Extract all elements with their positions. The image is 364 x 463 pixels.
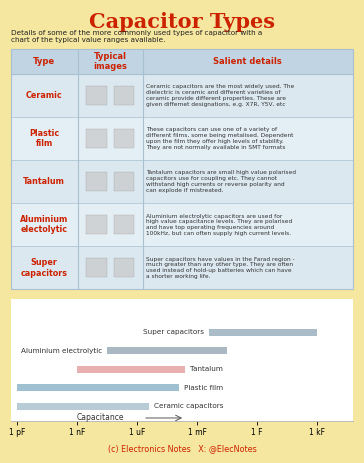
Bar [11, 49, 353, 74]
Bar [86, 258, 107, 277]
Bar [114, 258, 134, 277]
Text: Aluminium electrolytic capacitors are used for
high value capacitance levels. Th: Aluminium electrolytic capacitors are us… [146, 213, 292, 236]
Bar [114, 129, 134, 148]
Text: Plastic film: Plastic film [184, 385, 223, 391]
Bar [11, 160, 353, 203]
Text: Capacitor Types: Capacitor Types [89, 12, 275, 31]
Bar [86, 215, 107, 234]
Bar [17, 403, 149, 410]
Bar [86, 172, 107, 191]
Text: Details of some of the more commonly used types of capacitor with a
chart of the: Details of some of the more commonly use… [11, 30, 262, 43]
Text: Super capacitors: Super capacitors [143, 329, 204, 335]
Text: Tantalum capacitors are small high value polarised
capacitors use for coupling e: Tantalum capacitors are small high value… [146, 170, 296, 193]
Bar [114, 215, 134, 234]
Text: Capacitance: Capacitance [77, 413, 124, 422]
Bar [86, 86, 107, 105]
Bar [11, 117, 353, 160]
Text: Super capacitors have values in the Farad region -
much greater than any other t: Super capacitors have values in the Fara… [146, 257, 295, 279]
Bar [11, 246, 353, 289]
Bar [86, 129, 107, 148]
Text: Ceramic: Ceramic [26, 91, 63, 100]
Bar [11, 74, 353, 117]
Bar [17, 384, 179, 391]
Bar [11, 203, 353, 246]
Text: Aluminium
electolytic: Aluminium electolytic [20, 215, 68, 234]
Text: Tantalum: Tantalum [23, 177, 65, 186]
Bar [107, 347, 227, 354]
Text: Ceramic capacitors: Ceramic capacitors [154, 403, 223, 409]
Text: Super
capacitors: Super capacitors [21, 258, 68, 277]
Bar [209, 329, 317, 336]
Text: Aluminium electrolytic: Aluminium electrolytic [21, 348, 102, 354]
Text: Salient details: Salient details [214, 57, 282, 66]
Text: Type: Type [33, 57, 55, 66]
Text: Typical
images: Typical images [93, 51, 127, 71]
Bar [114, 172, 134, 191]
Text: These capacitors can use one of a variety of
different films, some being metalis: These capacitors can use one of a variet… [146, 127, 293, 150]
Bar [114, 86, 134, 105]
Text: Ceramic capacitors are the most widely used. The
dielectric is ceramic and diffe: Ceramic capacitors are the most widely u… [146, 84, 294, 106]
Text: (c) Electronics Notes   X: @ElecNotes: (c) Electronics Notes X: @ElecNotes [108, 444, 256, 453]
Bar [77, 366, 185, 373]
Text: Plastic
film: Plastic film [29, 129, 59, 148]
Text: Tantalum: Tantalum [190, 366, 223, 372]
